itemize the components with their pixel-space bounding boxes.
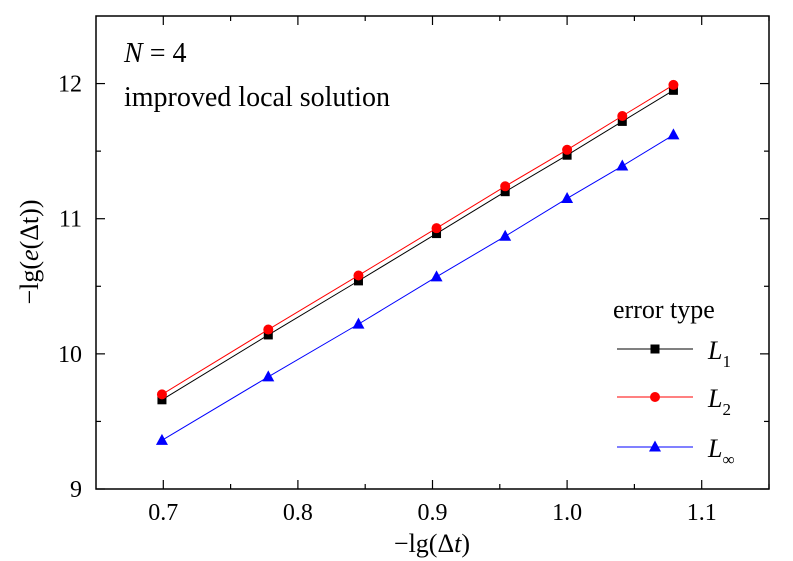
data-point	[668, 85, 678, 95]
legend: error type L1 L2 L∞	[613, 295, 735, 469]
legend-entry-1: L1	[617, 336, 731, 371]
data-point	[156, 389, 167, 400]
series-1	[157, 85, 678, 405]
series-group	[155, 79, 680, 445]
data-point	[155, 433, 168, 445]
data-point	[616, 159, 629, 171]
y-tick-label: 12	[58, 72, 82, 98]
legend-marker	[649, 440, 661, 452]
data-point	[157, 395, 167, 405]
legend-entries: L1 L2 L∞	[617, 336, 735, 469]
x-axis-label: −lg(Δt)	[394, 529, 470, 558]
annotation-method: improved local solution	[124, 82, 390, 113]
x-tick-label: 0.8	[283, 500, 313, 526]
legend-label: L2	[707, 384, 731, 419]
x-tick-label: 0.7	[148, 500, 178, 526]
data-point	[561, 191, 574, 203]
series-line	[161, 134, 674, 441]
y-tick-label: 9	[70, 477, 82, 503]
series-2	[156, 79, 679, 400]
data-point	[500, 181, 511, 192]
series-line	[161, 84, 674, 395]
x-tick-label: 1.0	[552, 500, 582, 526]
legend-label: L1	[707, 336, 731, 371]
data-point	[500, 187, 510, 197]
data-point	[353, 270, 364, 281]
data-point	[263, 330, 273, 340]
data-point	[262, 370, 275, 382]
legend-marker	[650, 344, 660, 354]
legend-label: L∞	[707, 434, 735, 469]
legend-entry-2: L2	[617, 384, 731, 419]
data-point	[667, 128, 680, 140]
data-point	[562, 144, 573, 155]
y-axis-label: −lg(e(Δt))	[15, 199, 44, 304]
data-point	[430, 270, 443, 282]
x-tick-label: 0.9	[418, 500, 448, 526]
annotation-n: N = 4	[123, 38, 186, 69]
data-point	[263, 324, 274, 335]
data-point	[617, 111, 628, 122]
data-point	[617, 116, 627, 126]
axis-ticks: 0.7 0.8 0.9 1.0 1.1 9 10 11 12	[58, 16, 770, 526]
series-line	[161, 89, 674, 401]
legend-marker	[650, 392, 660, 402]
y-tick-label: 11	[59, 207, 82, 233]
legend-title: error type	[613, 295, 715, 324]
data-point	[668, 79, 679, 90]
x-tick-label: 1.1	[687, 500, 717, 526]
y-tick-label: 10	[58, 342, 82, 368]
data-point	[499, 229, 512, 241]
data-point	[353, 276, 363, 286]
data-point	[432, 229, 442, 239]
data-point	[431, 223, 442, 234]
legend-entry-3: L∞	[617, 434, 735, 469]
data-point	[562, 150, 572, 160]
data-point	[352, 317, 365, 329]
series-3	[155, 128, 680, 445]
